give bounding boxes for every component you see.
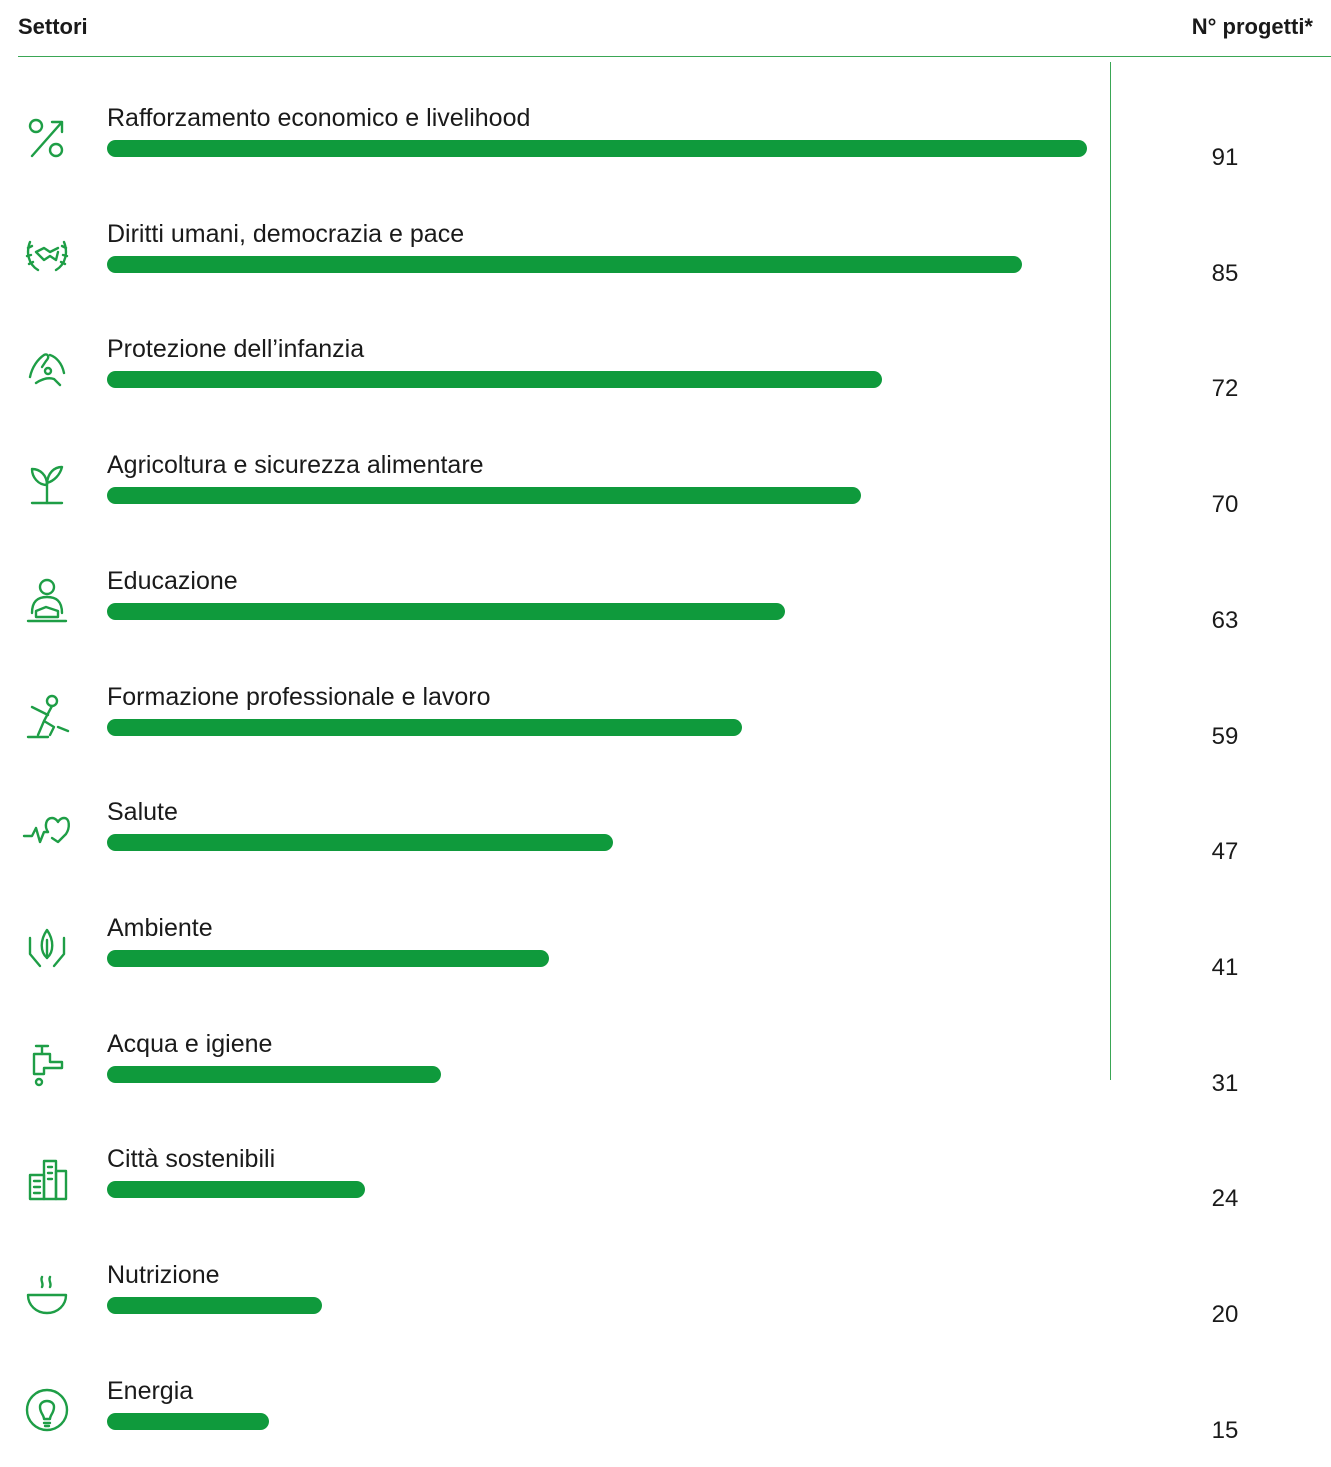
bar-label: Energia [107, 1376, 194, 1405]
bar-label: Diritti umani, democrazia e pace [107, 219, 465, 248]
bar-value-label: 41 [1211, 953, 1239, 981]
bar-row: Rafforzamento economico e livelihood 91 [0, 104, 1331, 194]
bar [107, 602, 786, 620]
column-header-projects: N° progetti* [1191, 14, 1313, 39]
bar-label: Ambiente [107, 913, 213, 942]
bar [107, 487, 861, 505]
bar [107, 1065, 441, 1083]
bar-value-label: 20 [1211, 1301, 1239, 1328]
bar [107, 371, 883, 389]
bar [107, 718, 743, 736]
bar-label: Agricoltura e sicurezza alimentare [107, 451, 484, 480]
heartbeat-icon [22, 806, 72, 856]
leaf-in-hands-icon [22, 922, 72, 972]
bar-row: Formazione professionale e lavoro 59 [0, 683, 1331, 773]
bar [107, 1412, 269, 1430]
bar-value-label: 85 [1211, 259, 1239, 287]
bar [107, 255, 1023, 273]
bar-row: Agricoltura e sicurezza alimentare 70 [0, 451, 1331, 541]
bar-value-label: 31 [1211, 1069, 1239, 1097]
column-header-sectors: Settori [18, 14, 88, 39]
bar-row: Energia 15 [0, 1377, 1331, 1467]
bar-row: Ambiente 41 [0, 914, 1331, 1004]
bar-row: Educazione 63 [0, 567, 1331, 657]
bar-label: Protezione dell’infanzia [107, 335, 365, 364]
bar-label: Formazione professionale e lavoro [107, 682, 491, 711]
bar-value-label: 70 [1211, 491, 1239, 519]
value-column-divider [1110, 62, 1111, 1080]
bar-row: Salute 47 [0, 798, 1331, 888]
worker-tool-icon [22, 691, 72, 741]
child-protection-hands-icon [22, 343, 72, 393]
city-buildings-icon [22, 1153, 72, 1203]
bar-value-label: 91 [1211, 144, 1239, 171]
water-tap-icon [22, 1038, 72, 1088]
bar [107, 140, 1087, 157]
bar-label: Rafforzamento economico e livelihood [107, 104, 531, 132]
lightbulb-icon [22, 1385, 72, 1435]
student-reading-icon [22, 575, 72, 625]
bar-value-label: 24 [1211, 1185, 1239, 1213]
header-divider [18, 56, 1331, 57]
bar-label: Acqua e igiene [107, 1029, 273, 1058]
bar-label: Nutrizione [107, 1261, 220, 1289]
handshake-laurel-icon [22, 228, 72, 278]
bar-value-label: 15 [1211, 1416, 1239, 1444]
bowl-icon [22, 1269, 72, 1319]
bar-value-label: 63 [1211, 606, 1239, 634]
bar-row: Diritti umani, democrazia e pace 85 [0, 220, 1331, 310]
bar-row: Protezione dell’infanzia 72 [0, 335, 1331, 425]
bar-value-label: 72 [1211, 375, 1239, 403]
bar-label: Città sostenibili [107, 1145, 276, 1174]
bar-row: Nutrizione 20 [0, 1261, 1331, 1351]
bar-row: Acqua e igiene 31 [0, 1030, 1331, 1120]
bar-row: Città sostenibili 24 [0, 1145, 1331, 1235]
percent-growth-icon [22, 112, 72, 162]
bar-label: Educazione [107, 566, 238, 595]
bar [107, 1181, 366, 1199]
bar [107, 949, 549, 967]
bar-value-label: 59 [1211, 722, 1239, 750]
sprout-icon [22, 459, 72, 509]
bar-value-label: 47 [1211, 838, 1239, 866]
bar [107, 834, 614, 852]
bar-label: Salute [107, 798, 178, 827]
bar [107, 1297, 323, 1314]
